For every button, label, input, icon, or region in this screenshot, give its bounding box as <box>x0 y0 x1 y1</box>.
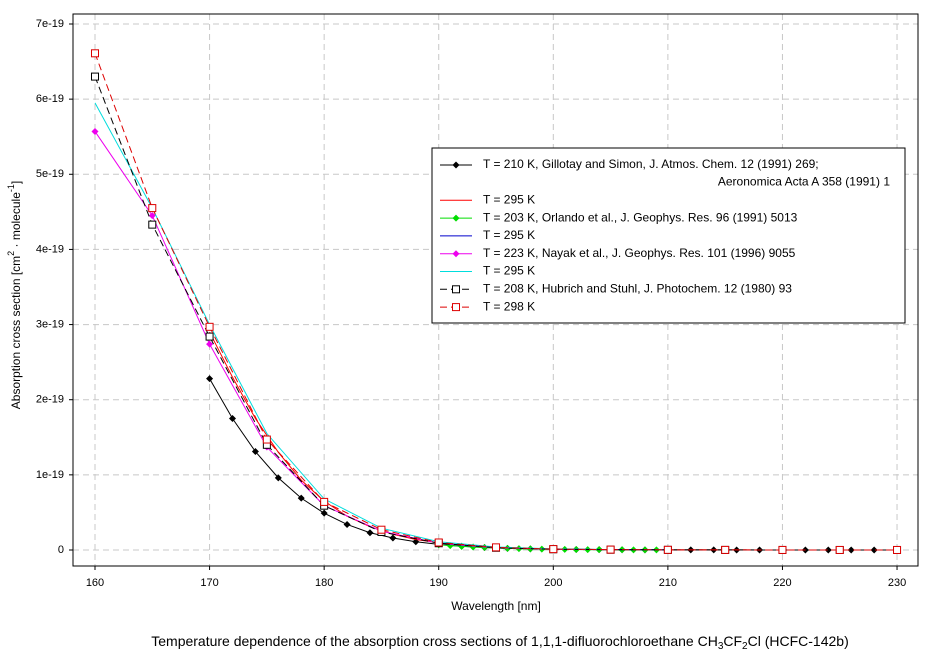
marker <box>549 545 558 554</box>
legend-label: T = 203 K, Orlando et al., J. Geophys. R… <box>483 210 798 224</box>
marker <box>835 545 844 554</box>
marker <box>389 534 397 542</box>
x-tick-label: 220 <box>773 577 791 589</box>
legend-label: T = 298 K <box>483 299 535 313</box>
marker <box>606 545 615 554</box>
x-tick-label: 230 <box>888 577 906 589</box>
marker <box>251 448 259 456</box>
y-tick-label: 3e-19 <box>36 318 64 330</box>
y-tick-label: 4e-19 <box>36 243 64 255</box>
y-tick-label: 5e-19 <box>36 168 64 180</box>
legend-label: T = 208 K, Hubrich and Stuhl, J. Photoch… <box>483 281 792 295</box>
legend-label: T = 223 K, Nayak et al., J. Geophys. Res… <box>483 246 796 260</box>
legend-box <box>431 147 906 324</box>
marker <box>205 322 214 331</box>
marker <box>434 538 443 547</box>
y-tick-label: 0 <box>58 544 64 556</box>
chart-caption: Temperature dependence of the absorption… <box>151 633 848 652</box>
marker <box>90 72 99 81</box>
x-tick-label: 180 <box>315 577 333 589</box>
marker <box>90 49 99 58</box>
x-tick-label: 160 <box>86 577 104 589</box>
x-tick-label: 190 <box>430 577 448 589</box>
marker <box>343 520 351 528</box>
y-tick-label: 2e-19 <box>36 394 64 406</box>
marker <box>377 525 386 534</box>
marker <box>297 494 305 502</box>
marker <box>274 474 282 482</box>
series-line <box>94 76 898 551</box>
y-tick-label: 7e-19 <box>36 18 64 30</box>
marker <box>262 435 271 444</box>
legend-label: T = 210 K, Gillotay and Simon, J. Atmos.… <box>483 157 819 171</box>
marker <box>148 212 156 220</box>
legend-marker <box>452 285 460 294</box>
legend-marker <box>452 250 460 258</box>
marker <box>320 497 329 506</box>
marker <box>205 332 214 341</box>
plot-frame <box>72 13 919 567</box>
legend-marker <box>452 214 460 222</box>
marker <box>148 204 157 213</box>
marker <box>778 545 787 554</box>
marker <box>228 414 236 422</box>
marker <box>893 545 902 554</box>
legend-marker <box>452 161 460 169</box>
y-axis-label: Absorption cross section [cm2 · molecule… <box>6 181 23 409</box>
x-axis-label: Wavelength [nm] <box>451 599 541 613</box>
legend-label: T = 295 K <box>483 228 535 242</box>
legend-label: Aeronomica Acta A 358 (1991) 1 <box>718 175 890 189</box>
x-tick-label: 210 <box>659 577 677 589</box>
series <box>90 49 902 554</box>
x-tick-label: 200 <box>544 577 562 589</box>
x-tick-label: 170 <box>200 577 218 589</box>
marker <box>320 509 328 517</box>
y-tick-label: 6e-19 <box>36 93 64 105</box>
marker <box>663 545 672 554</box>
legend-label: T = 295 K <box>483 192 535 206</box>
marker <box>148 220 157 229</box>
marker <box>492 543 501 552</box>
marker <box>366 529 374 537</box>
marker <box>206 375 214 383</box>
y-tick-label: 1e-19 <box>36 469 64 481</box>
marker <box>206 340 214 348</box>
legend-marker <box>452 303 460 312</box>
marker <box>91 127 99 135</box>
legend-label: T = 295 K <box>483 264 535 278</box>
marker <box>721 545 730 554</box>
